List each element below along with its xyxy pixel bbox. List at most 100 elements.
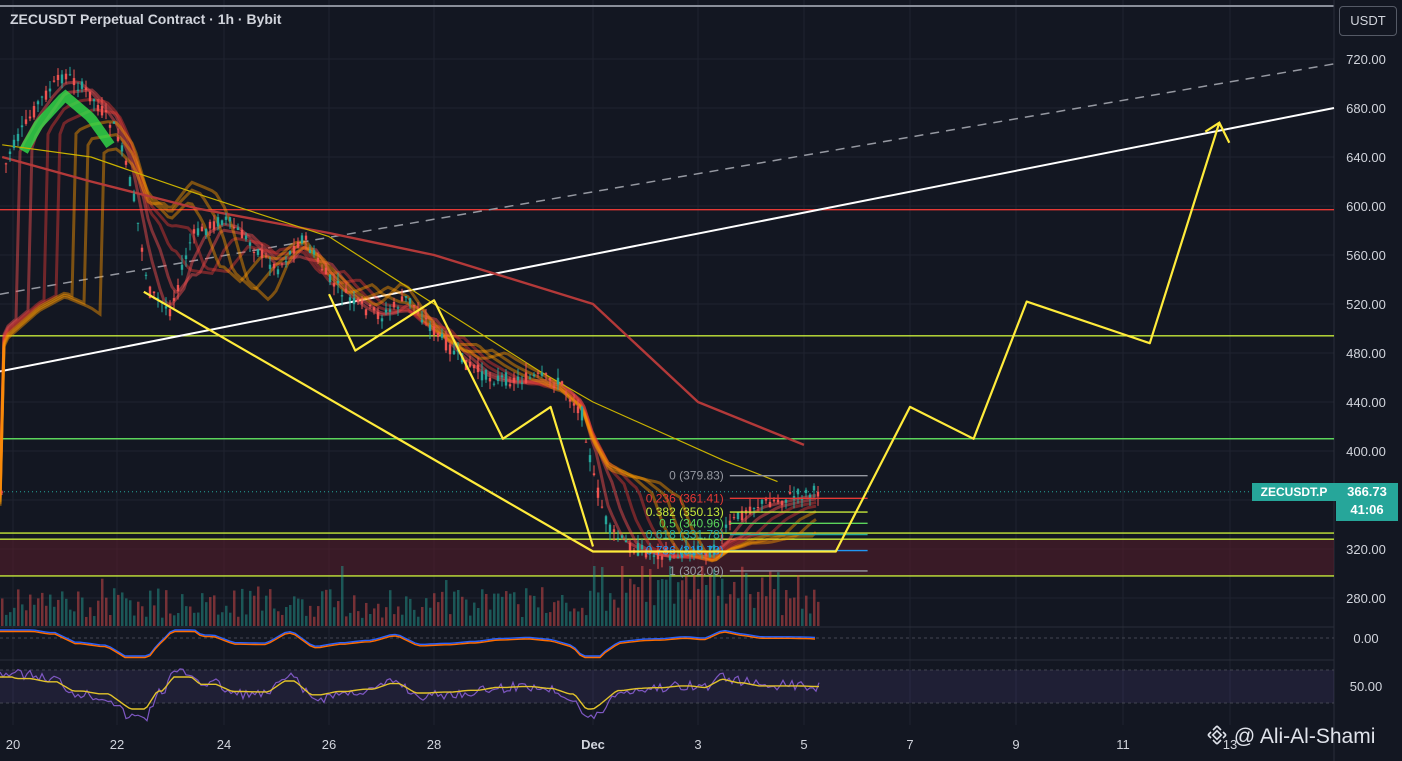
candle-body (616, 537, 620, 539)
candle-body (756, 507, 760, 509)
volume-bar (753, 607, 756, 626)
candle-body (796, 489, 800, 495)
candle-body (680, 552, 684, 558)
volume-bar (33, 604, 36, 626)
volume-bar (293, 596, 296, 626)
candle-body (576, 406, 580, 414)
macd-line (0, 629, 816, 657)
candle-body (60, 74, 64, 84)
volume-bar (425, 598, 428, 626)
volume-bar (481, 589, 484, 626)
volume-bar (645, 601, 648, 626)
volume-bar (321, 591, 324, 626)
volume-bar (185, 606, 188, 626)
candle-body (408, 298, 412, 304)
volume-bar (745, 572, 748, 626)
volume-bar (161, 617, 164, 626)
candle-body (308, 250, 312, 253)
volume-bar (89, 607, 92, 626)
candle-body (140, 247, 144, 252)
volume-bar (345, 616, 348, 626)
volume-bar (433, 593, 436, 626)
volume-bar (221, 612, 224, 626)
volume-bar (533, 595, 536, 626)
candle-body (528, 377, 532, 379)
volume-bar (793, 597, 796, 626)
volume-bar (461, 596, 464, 626)
candle-body (68, 74, 72, 76)
volume-bar (489, 609, 492, 626)
candle-body (304, 235, 308, 240)
fib-level-label: 1 (302.09) (669, 564, 724, 578)
time-tick-label: 3 (694, 737, 701, 752)
volume-bar (109, 614, 112, 626)
macd-panel (0, 626, 1334, 659)
volume-bar (625, 592, 628, 626)
candle-body (536, 372, 540, 374)
price-tick-label: 640.00 (1346, 150, 1386, 165)
rsi-axis-label: 50.00 (1350, 679, 1383, 694)
candle-body (608, 524, 612, 534)
candle-body (256, 249, 260, 255)
volume-bar (157, 588, 160, 626)
price-axis[interactable]: 720.00 680.00 640.00 600.00 560.00 520.00 480.… (1346, 52, 1386, 694)
candle-body (92, 99, 96, 102)
candle-body (252, 252, 256, 254)
volume-bar (401, 614, 404, 626)
candle-body (724, 524, 728, 528)
candle-body (660, 556, 664, 560)
candle-body (496, 375, 500, 381)
rsi-panel (0, 659, 1334, 722)
candle-body (284, 261, 288, 263)
candle-body (784, 499, 788, 503)
volume-bar (517, 604, 520, 626)
volume-bar (525, 588, 528, 626)
volume-bar (449, 614, 452, 626)
candle-body (328, 274, 332, 283)
volume-bar (113, 588, 116, 626)
time-axis[interactable]: 20 22 24 26 28 Dec 3 5 7 9 11 13 (6, 737, 1237, 752)
candle-body (468, 361, 472, 367)
candle-body (704, 553, 708, 557)
volume-bar (565, 602, 568, 626)
candle-body (532, 374, 536, 377)
volume-bar (169, 613, 172, 626)
currency-button[interactable]: USDT (1339, 6, 1397, 36)
volume-bar (421, 607, 424, 626)
candle-body (392, 301, 396, 308)
candle-body (192, 229, 196, 234)
volume-bar (173, 615, 176, 626)
time-tick-label: 26 (322, 737, 336, 752)
zigzag-pattern[interactable] (328, 293, 595, 547)
candle-body (132, 193, 136, 202)
volume-bar (45, 605, 48, 626)
candle-body (88, 91, 92, 102)
candle-body (164, 306, 168, 309)
candle-body (556, 377, 560, 385)
candle-body (780, 500, 784, 506)
ema-ribbon (0, 80, 818, 563)
volume-bar (549, 612, 552, 626)
candle-body (188, 242, 192, 244)
candle-body (516, 376, 520, 381)
volume-bar (125, 598, 128, 626)
horizontal-levels (0, 208, 1334, 577)
price-tick-label: 560.00 (1346, 248, 1386, 263)
projection-path[interactable] (143, 121, 1231, 553)
fib-level-label: 0 (379.83) (669, 469, 724, 483)
candle-body (364, 309, 368, 316)
volume-bar (9, 612, 12, 626)
volume-bar (389, 590, 392, 626)
volume-bar (457, 590, 460, 626)
volume-bar (413, 609, 416, 626)
candle-body (16, 133, 20, 142)
volume-bar (309, 605, 312, 626)
volume-bar (101, 578, 104, 626)
volume-bar (713, 569, 716, 626)
candle-body (620, 535, 624, 538)
candle-body (396, 307, 400, 309)
volume-bar (285, 607, 288, 626)
volume-bar (509, 593, 512, 626)
binance-logo-icon (1207, 725, 1227, 745)
